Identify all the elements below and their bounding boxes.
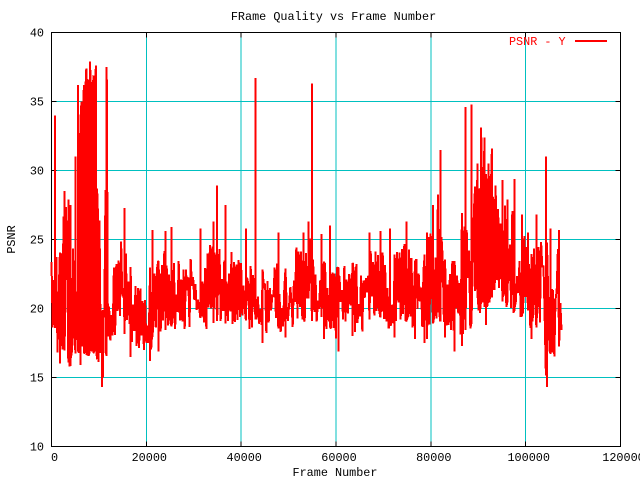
svg-text:40000: 40000 [226,451,261,465]
svg-text:10: 10 [30,441,44,455]
svg-text:FRame Quality vs Frame Number: FRame Quality vs Frame Number [231,10,436,24]
svg-text:15: 15 [30,372,44,386]
svg-text:30: 30 [30,165,44,179]
svg-text:20000: 20000 [132,451,167,465]
svg-text:40: 40 [30,27,44,41]
svg-text:60000: 60000 [321,451,356,465]
svg-text:PSNR: PSNR [5,225,19,253]
svg-text:25: 25 [30,234,44,248]
svg-text:120000: 120000 [602,451,640,465]
svg-text:0: 0 [51,451,58,465]
svg-text:Frame Number: Frame Number [293,466,378,480]
svg-text:100000: 100000 [507,451,549,465]
svg-text:35: 35 [30,96,44,110]
svg-text:80000: 80000 [416,451,451,465]
svg-text:PSNR - Y: PSNR - Y [509,35,566,49]
svg-text:20: 20 [30,303,44,317]
